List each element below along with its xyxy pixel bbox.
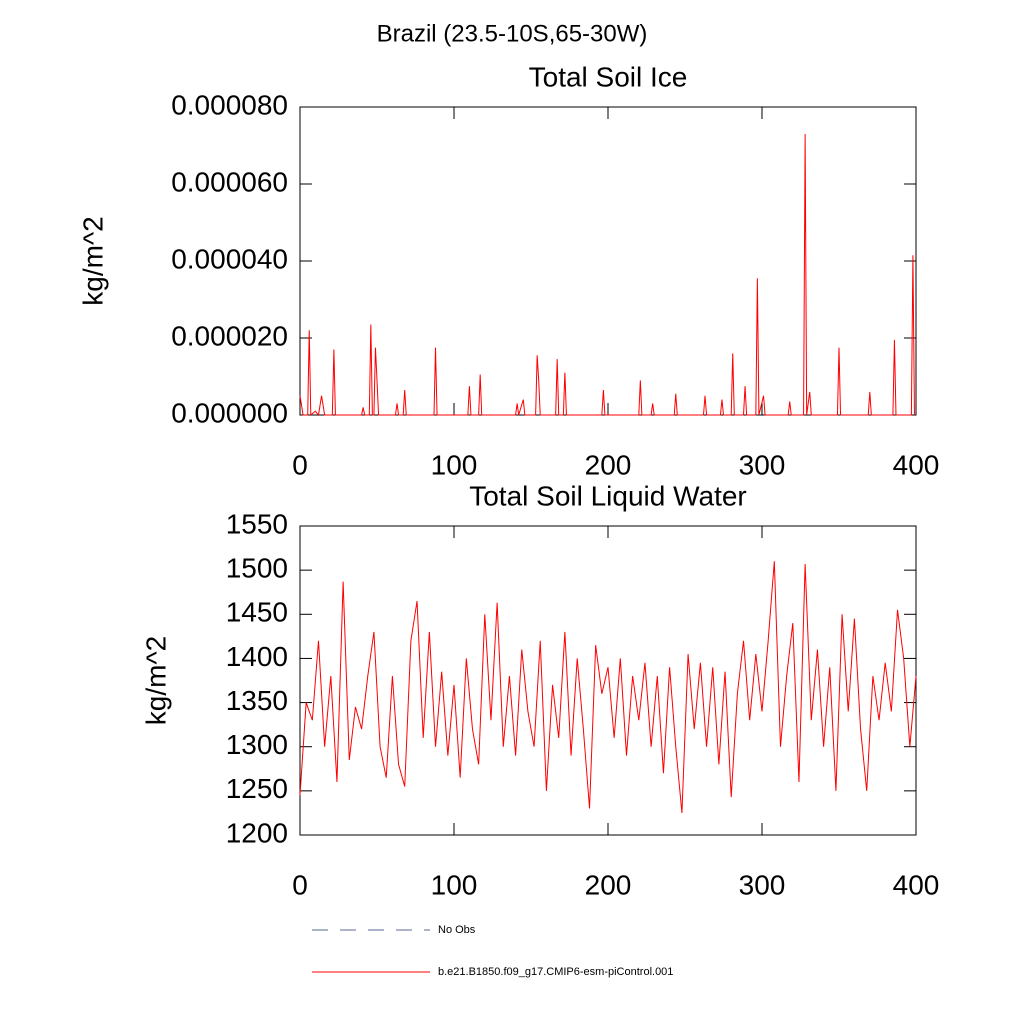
y-axis-label: kg/m^2 — [77, 216, 108, 305]
y-tick-label: 0.000060 — [171, 166, 288, 197]
y-tick-label: 0.000000 — [171, 397, 288, 428]
figure-title: Brazil (23.5-10S,65-30W) — [377, 20, 648, 47]
y-tick-label: 0.000040 — [171, 243, 288, 274]
y-tick-label: 1400 — [226, 641, 288, 672]
x-tick-label: 300 — [739, 869, 786, 900]
data-line — [299, 561, 917, 813]
x-tick-label: 200 — [585, 869, 632, 900]
legend-label: b.e21.B1850.f09_g17.CMIP6-esm-piControl.… — [438, 966, 673, 978]
x-tick-label: 100 — [431, 869, 478, 900]
data-line — [299, 133, 915, 417]
y-axis-label: kg/m^2 — [140, 636, 171, 725]
x-tick-label: 200 — [585, 449, 632, 480]
legend-label: No Obs — [438, 924, 476, 936]
x-tick-label: 400 — [893, 449, 940, 480]
y-tick-label: 1450 — [226, 597, 288, 628]
y-tick-label: 0.000080 — [171, 89, 288, 120]
x-tick-label: 300 — [739, 449, 786, 480]
panel-title: Total Soil Liquid Water — [469, 480, 747, 511]
x-tick-label: 0 — [292, 449, 308, 480]
y-tick-label: 1250 — [226, 773, 288, 804]
y-tick-label: 1200 — [226, 817, 288, 848]
panel-title: Total Soil Ice — [529, 61, 688, 92]
x-tick-label: 400 — [893, 869, 940, 900]
y-tick-label: 1550 — [226, 508, 288, 539]
x-tick-label: 100 — [431, 449, 478, 480]
y-tick-label: 1500 — [226, 553, 288, 584]
y-tick-label: 1300 — [226, 729, 288, 760]
y-tick-label: 1350 — [226, 685, 288, 716]
x-tick-label: 0 — [292, 869, 308, 900]
y-tick-label: 0.000020 — [171, 320, 288, 351]
plot-frame — [299, 106, 917, 416]
